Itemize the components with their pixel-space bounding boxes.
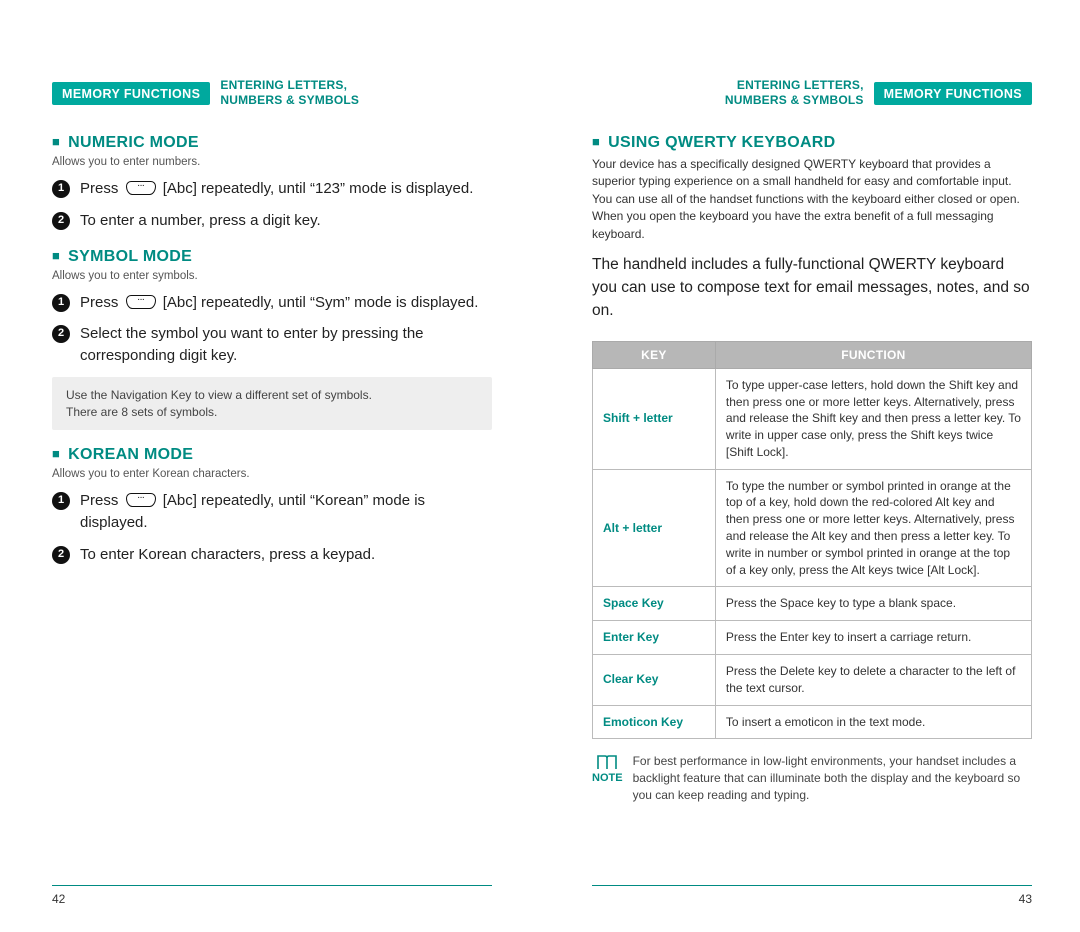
- heading-qwerty: USING QWERTY KEYBOARD: [592, 134, 1032, 152]
- table-cell-function: Press the Enter key to insert a carriage…: [715, 621, 1031, 655]
- step-number-icon: 1: [52, 492, 70, 510]
- heading-korean: KOREAN MODE: [52, 446, 492, 464]
- table-header-key: KEY: [593, 341, 716, 368]
- table-row: Emoticon KeyTo insert a emoticon in the …: [593, 705, 1032, 739]
- subnote-symbol: Allows you to enter symbols.: [52, 270, 492, 282]
- footer-rule: [52, 885, 492, 886]
- table-header-function: FUNCTION: [715, 341, 1031, 368]
- symbol-info-box: Use the Navigation Key to view a differe…: [52, 377, 492, 431]
- table-cell-function: To insert a emoticon in the text mode.: [715, 705, 1031, 739]
- page-spread: MEMORY FUNCTIONS ENTERING LETTERS, NUMBE…: [0, 0, 1080, 932]
- page-number-left: 42: [52, 892, 65, 906]
- abc-key-icon: [126, 181, 156, 195]
- heading-symbol: SYMBOL MODE: [52, 248, 492, 266]
- table-row: Shift + letterTo type upper-case letters…: [593, 368, 1032, 469]
- table-cell-key: Alt + letter: [593, 469, 716, 587]
- table-cell-function: Press the Delete key to delete a charact…: [715, 655, 1031, 706]
- step-number-icon: 2: [52, 325, 70, 343]
- table-row: Enter KeyPress the Enter key to insert a…: [593, 621, 1032, 655]
- numeric-step-1: 1 Press [Abc] repeatedly, until “123” mo…: [52, 178, 492, 200]
- section-title-right: ENTERING LETTERS, NUMBERS & SYMBOLS: [725, 78, 864, 108]
- table-cell-key: Emoticon Key: [593, 705, 716, 739]
- subnote-numeric: Allows you to enter numbers.: [52, 156, 492, 168]
- table-row: Clear KeyPress the Delete key to delete …: [593, 655, 1032, 706]
- step-number-icon: 2: [52, 546, 70, 564]
- qwerty-body: The handheld includes a fully-functional…: [592, 253, 1032, 323]
- qwerty-description: Your device has a specifically designed …: [592, 156, 1032, 243]
- page-left: MEMORY FUNCTIONS ENTERING LETTERS, NUMBE…: [0, 0, 540, 932]
- symbol-step-1: 1 Press [Abc] repeatedly, until “Sym” mo…: [52, 292, 492, 314]
- page-number-right: 43: [1019, 892, 1032, 906]
- note-icon: NOTE: [592, 753, 623, 784]
- chapter-badge: MEMORY FUNCTIONS: [874, 82, 1032, 105]
- table-row: Alt + letterTo type the number or symbol…: [593, 469, 1032, 587]
- note-text: For best performance in low-light enviro…: [633, 753, 1032, 803]
- numeric-step-2: 2 To enter a number, press a digit key.: [52, 210, 492, 232]
- korean-step-1: 1 Press [Abc] repeatedly, until “Korean”…: [52, 490, 492, 534]
- abc-key-icon: [126, 493, 156, 507]
- symbol-step-2: 2 Select the symbol you want to enter by…: [52, 323, 492, 367]
- table-row: Space KeyPress the Space key to type a b…: [593, 587, 1032, 621]
- table-cell-function: To type the number or symbol printed in …: [715, 469, 1031, 587]
- footer-rule: [592, 885, 1032, 886]
- heading-numeric: NUMERIC MODE: [52, 134, 492, 152]
- table-cell-key: Clear Key: [593, 655, 716, 706]
- table-cell-function: To type upper-case letters, hold down th…: [715, 368, 1031, 469]
- header-right: ENTERING LETTERS, NUMBERS & SYMBOLS MEMO…: [592, 78, 1032, 108]
- table-cell-key: Shift + letter: [593, 368, 716, 469]
- key-function-table: KEY FUNCTION Shift + letterTo type upper…: [592, 341, 1032, 740]
- page-right: ENTERING LETTERS, NUMBERS & SYMBOLS MEMO…: [540, 0, 1080, 932]
- table-cell-key: Enter Key: [593, 621, 716, 655]
- header-left: MEMORY FUNCTIONS ENTERING LETTERS, NUMBE…: [52, 78, 492, 108]
- korean-step-2: 2 To enter Korean characters, press a ke…: [52, 544, 492, 566]
- step-number-icon: 1: [52, 294, 70, 312]
- subnote-korean: Allows you to enter Korean characters.: [52, 468, 492, 480]
- table-cell-key: Space Key: [593, 587, 716, 621]
- table-cell-function: Press the Space key to type a blank spac…: [715, 587, 1031, 621]
- note-block: NOTE For best performance in low-light e…: [592, 753, 1032, 803]
- chapter-badge: MEMORY FUNCTIONS: [52, 82, 210, 105]
- step-number-icon: 2: [52, 212, 70, 230]
- step-number-icon: 1: [52, 180, 70, 198]
- section-title-left: ENTERING LETTERS, NUMBERS & SYMBOLS: [220, 78, 359, 108]
- abc-key-icon: [126, 295, 156, 309]
